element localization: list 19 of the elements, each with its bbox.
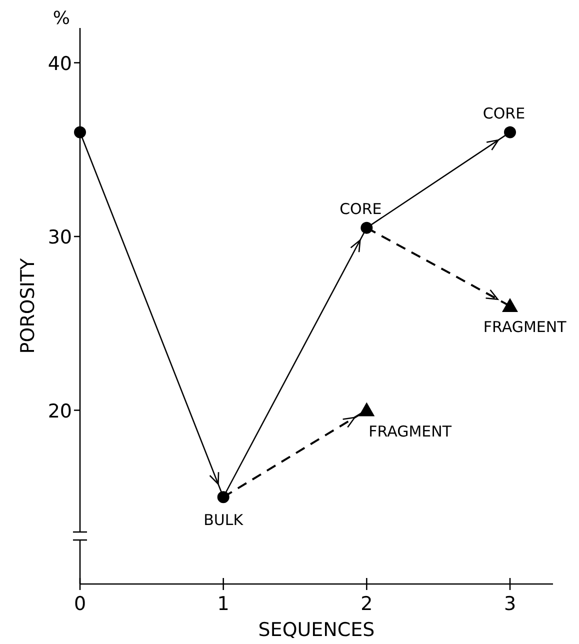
x-tick-label: 1 — [217, 593, 230, 615]
text: % — [52, 8, 70, 29]
x-tick-label: 0 — [74, 593, 86, 615]
annotation: FRAGMENT — [368, 422, 452, 440]
annotation: BULK — [204, 511, 244, 530]
y-tick-label: 30 — [48, 226, 72, 248]
point — [358, 402, 375, 416]
annotation: FRAGMENT — [483, 318, 568, 336]
y-tick-label: 40 — [48, 52, 72, 75]
point — [74, 126, 86, 138]
point — [217, 491, 230, 504]
x-tick-label: 3 — [504, 593, 516, 615]
annotation: CORE — [340, 200, 382, 218]
annotation: CORE — [482, 104, 526, 122]
point — [504, 126, 516, 138]
point — [502, 298, 518, 312]
y-tick-label: 20 — [48, 400, 72, 422]
y-axis-title: POROSITY — [17, 258, 39, 354]
x-tick-label: 2 — [360, 593, 373, 615]
